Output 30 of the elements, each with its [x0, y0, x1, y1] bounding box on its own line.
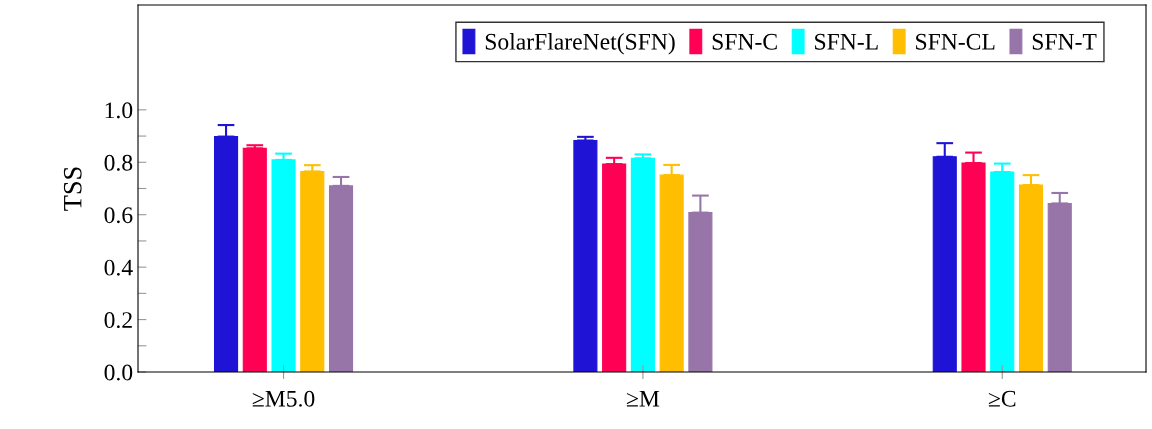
bar	[659, 174, 684, 372]
y-tick-label: 0.4	[104, 259, 133, 276]
y-tick-label: 1.0	[105, 102, 133, 119]
x-tick-label: ≥C	[988, 390, 1016, 407]
bar	[602, 163, 627, 372]
x-tick-label: ≥M	[626, 390, 660, 407]
bar	[688, 212, 713, 372]
bar	[932, 156, 957, 372]
bar	[990, 171, 1015, 372]
legend-label: SFN-L	[815, 33, 878, 50]
bar	[328, 185, 354, 372]
bar	[300, 170, 325, 372]
bar	[1047, 202, 1072, 372]
bar	[271, 159, 296, 372]
bar	[1018, 184, 1044, 372]
bar	[573, 139, 598, 372]
bar	[961, 162, 986, 372]
y-tick-label: 0.0	[104, 364, 133, 381]
bar	[242, 147, 267, 372]
legend-label: SFN-CL	[916, 33, 995, 50]
x-tick-label: ≥M5.0	[252, 390, 315, 407]
bar	[630, 157, 655, 372]
legend-label: SFN-T	[1032, 33, 1097, 50]
y-tick-label: 0.2	[104, 312, 132, 329]
legend-label: SFN-C	[712, 33, 777, 50]
y-tick-label: 0.6	[104, 207, 133, 224]
y-axis-title: TSS	[63, 167, 82, 211]
legend-label: SolarFlareNet(SFN)	[485, 33, 675, 55]
bar	[213, 136, 239, 372]
y-tick-label: 0.8	[104, 154, 133, 171]
